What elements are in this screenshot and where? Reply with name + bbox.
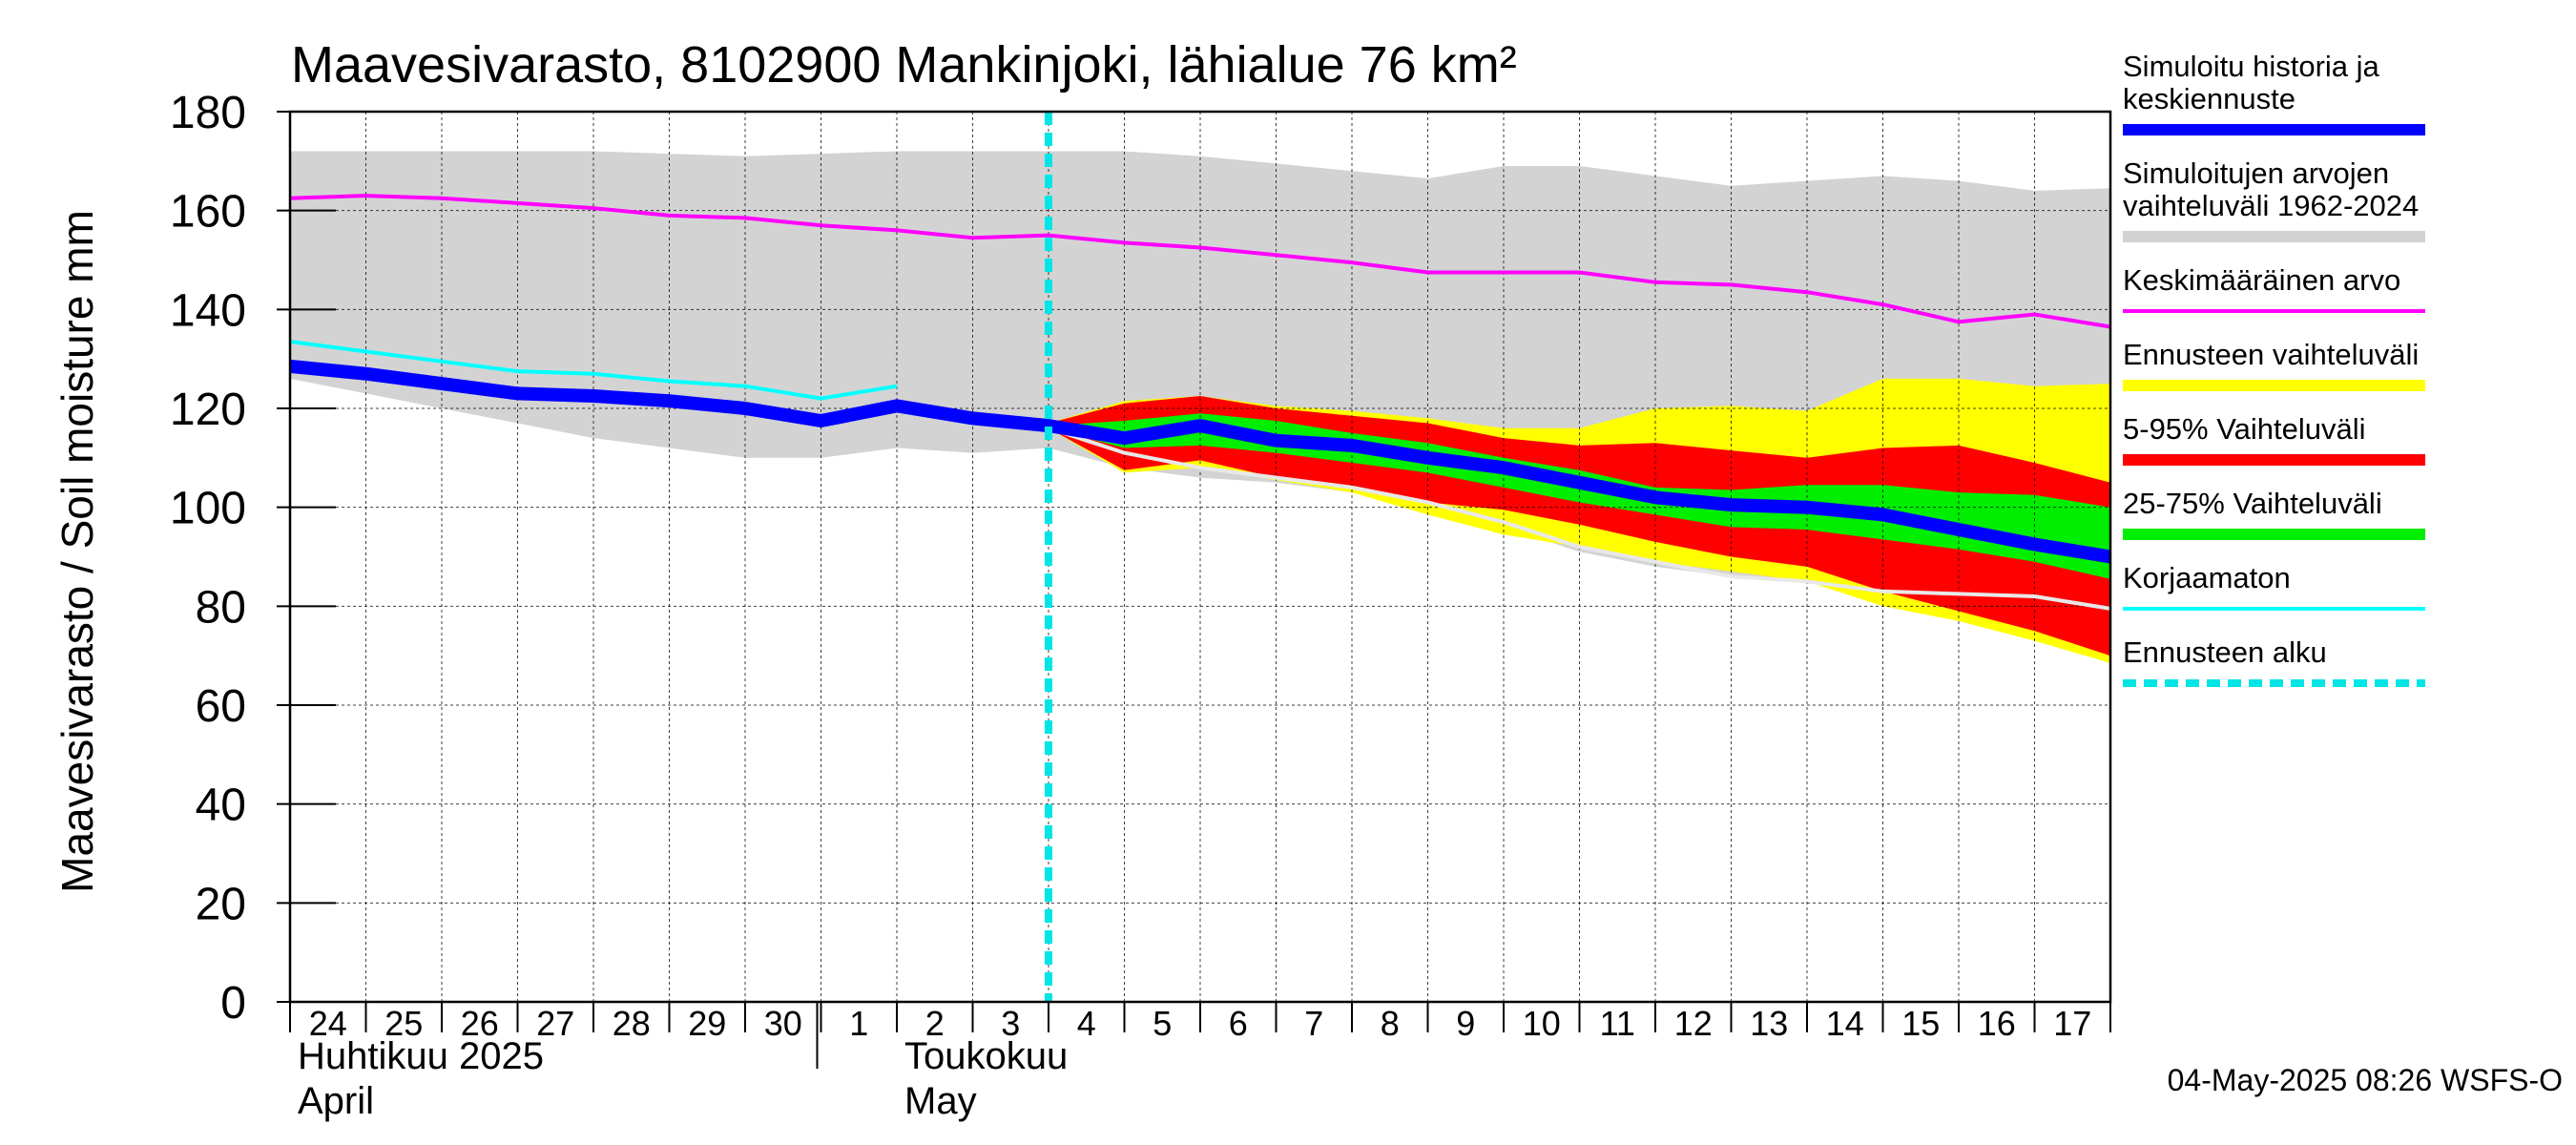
lines-layer xyxy=(289,112,2112,1002)
x-tick-label: 15 xyxy=(1901,1004,1940,1043)
x-tick-label: 28 xyxy=(613,1004,651,1043)
x-tick-label: 4 xyxy=(1077,1004,1096,1043)
x-tick-label: 5 xyxy=(1153,1004,1172,1043)
y-tick-label: 60 xyxy=(196,681,246,732)
x-tick-label: 6 xyxy=(1229,1004,1248,1043)
x-tick-label: 13 xyxy=(1750,1004,1788,1043)
simulated-history-line xyxy=(289,359,2112,564)
y-tick-label: 40 xyxy=(196,781,246,831)
legend-label: Simuloitu historia ja xyxy=(2123,50,2380,83)
x-tick-label: 26 xyxy=(461,1004,499,1043)
x-tick-label: 29 xyxy=(688,1004,726,1043)
uncorrected-line xyxy=(289,340,898,401)
y-axis-label: Maavesivarasto / Soil moisture mm xyxy=(52,210,102,893)
x-tick-label: 27 xyxy=(536,1004,574,1043)
month-label-fi: Huhtikuu 2025 xyxy=(298,1035,544,1077)
x-axis-ticks: 24 25 26 27 28 29 30 1 2 3 4 5 6 7 8 9 10 11 12 13 14 15 16 17 xyxy=(289,1002,2111,1043)
month-label-en: May xyxy=(904,1080,977,1122)
x-tick-label: 17 xyxy=(2053,1004,2091,1043)
x-tick-label: 9 xyxy=(1456,1004,1475,1043)
x-tick-label: 30 xyxy=(764,1004,802,1043)
x-tick-label: 25 xyxy=(384,1004,423,1043)
y-tick-label: 180 xyxy=(170,88,246,138)
x-tick-label: 24 xyxy=(309,1004,347,1043)
x-tick-label: 7 xyxy=(1304,1004,1323,1043)
month-label-fi: Toukokuu xyxy=(904,1035,1068,1077)
x-tick-label: 10 xyxy=(1523,1004,1561,1043)
y-tick-label: 120 xyxy=(170,385,246,435)
x-tick-label: 12 xyxy=(1674,1004,1713,1043)
legend-label: vaihteluväli 1962-2024 xyxy=(2123,189,2419,222)
y-tick-label: 160 xyxy=(170,187,246,238)
x-tick-label: 1 xyxy=(849,1004,868,1043)
y-tick-label: 80 xyxy=(196,582,246,633)
x-tick-label: 8 xyxy=(1381,1004,1400,1043)
x-tick-label: 14 xyxy=(1826,1004,1864,1043)
legend-label: Ennusteen alku xyxy=(2123,635,2327,669)
legend-label: 5-95% Vaihteluväli xyxy=(2123,412,2365,446)
chart-title: Maavesivarasto, 8102900 Mankinjoki, lähi… xyxy=(291,36,1517,94)
grid-layer xyxy=(290,112,2110,1002)
y-tick-label: 140 xyxy=(170,285,246,336)
y-tick-label: 0 xyxy=(220,978,246,1029)
uncorrected-forecast-line xyxy=(1048,426,2111,611)
forecast-5-95-band xyxy=(1049,396,2110,656)
legend-label: 25-75% Vaihteluväli xyxy=(2123,487,2382,520)
legend-label: Ennusteen vaihteluväli xyxy=(2123,338,2419,371)
legend-label: Simuloitujen arvojen xyxy=(2123,156,2389,190)
legend-label: Keskimääräinen arvo xyxy=(2123,263,2400,297)
x-tick-label: 11 xyxy=(1600,1004,1635,1043)
legend-label: Korjaamaton xyxy=(2123,561,2291,594)
footer-timestamp: 04-May-2025 08:26 WSFS-O xyxy=(2168,1063,2563,1097)
y-tick-label: 100 xyxy=(170,484,246,534)
legend-label: keskiennuste xyxy=(2123,82,2296,115)
x-tick-label: 3 xyxy=(1001,1004,1020,1043)
y-axis-ticks: 0 20 40 60 80 100 120 140 160 180 xyxy=(170,88,336,1029)
y-tick-label: 20 xyxy=(196,879,246,929)
x-tick-label: 16 xyxy=(1978,1004,2016,1043)
x-tick-label: 2 xyxy=(925,1004,945,1043)
month-label-en: April xyxy=(298,1080,374,1122)
mean-value-line xyxy=(289,194,2111,329)
